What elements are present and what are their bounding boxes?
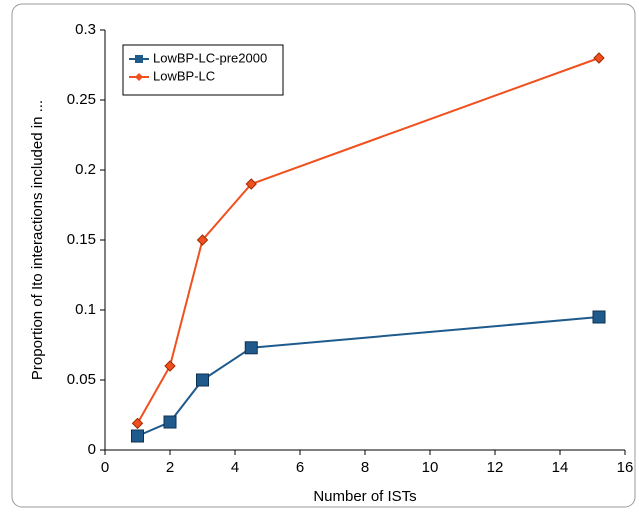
x-tick-label: 0	[101, 459, 109, 476]
data-point	[593, 52, 605, 64]
x-tick-label: 6	[296, 459, 304, 476]
legend-marker	[135, 73, 143, 81]
x-tick-label: 10	[422, 459, 439, 476]
data-point	[196, 373, 209, 387]
y-tick-label: 0	[88, 441, 96, 458]
x-axis-label: Number of ISTs	[313, 488, 416, 505]
data-point	[164, 360, 176, 372]
x-tick-label: 2	[166, 459, 174, 476]
y-tick-label: 0.3	[75, 21, 96, 38]
x-tick-label: 16	[617, 459, 634, 476]
x-tick-label: 8	[361, 459, 369, 476]
legend-label: LowBP-LC-pre2000	[153, 50, 267, 65]
x-tick-label: 12	[487, 459, 504, 476]
x-tick-label: 14	[552, 459, 569, 476]
data-point	[131, 429, 144, 443]
legend-box	[122, 44, 284, 96]
y-tick-label: 0.05	[67, 371, 96, 388]
x-tick-label: 4	[231, 459, 239, 476]
data-point	[196, 234, 209, 246]
y-tick-label: 0.25	[67, 91, 96, 108]
legend-marker	[135, 55, 143, 63]
y-tick-label: 0.15	[67, 231, 96, 248]
legend-label: LowBP-LC	[153, 68, 215, 83]
data-point	[592, 310, 606, 324]
data-point	[245, 178, 257, 190]
y-axis-label: Proportion of Ito interactions included …	[29, 100, 46, 380]
data-point	[131, 417, 144, 430]
data-point	[244, 341, 258, 355]
data-point	[163, 415, 177, 429]
y-tick-label: 0.2	[75, 161, 96, 178]
y-tick-label: 0.1	[75, 301, 96, 318]
frame	[11, 3, 636, 508]
